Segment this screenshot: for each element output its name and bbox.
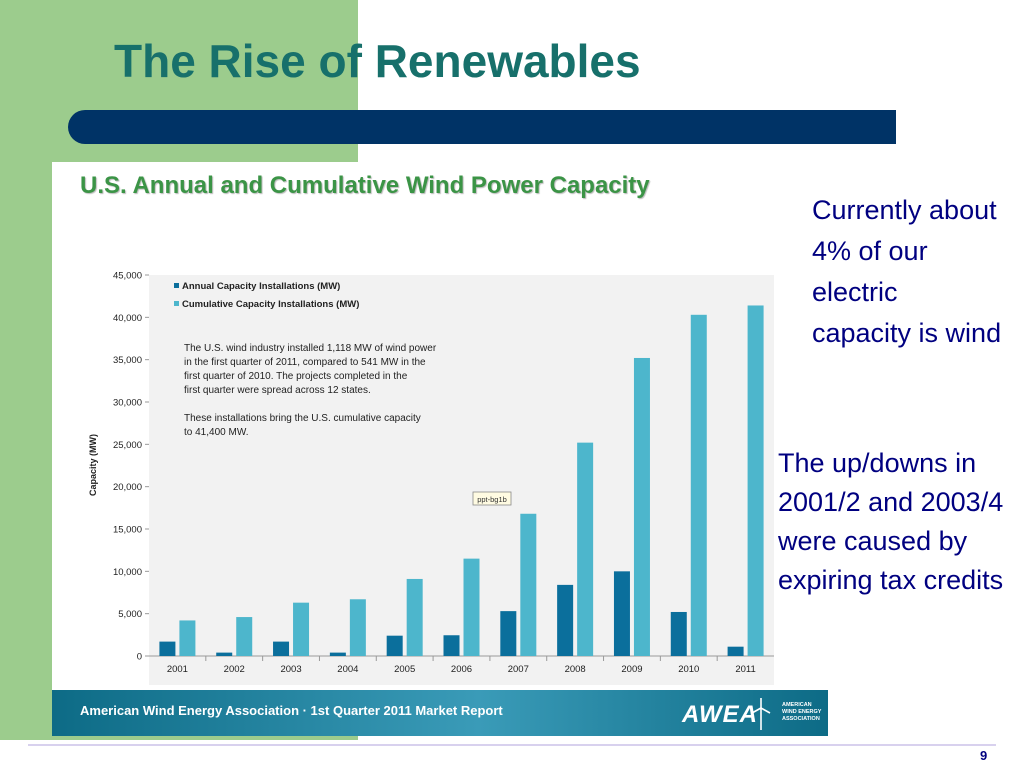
bar-cumulative — [349, 599, 366, 656]
bar-cumulative — [747, 305, 764, 656]
bar-annual — [386, 635, 403, 656]
y-tick-label: 35,000 — [113, 355, 142, 366]
wind-turbine-icon — [751, 698, 771, 730]
bar-annual — [273, 641, 290, 656]
bar-annual — [216, 652, 233, 656]
annotation-line: first quarter were spread across 12 stat… — [184, 385, 371, 396]
chart-footer-text: American Wind Energy Association · 1st Q… — [80, 703, 503, 718]
bar-annual — [500, 611, 517, 656]
bar-cumulative — [690, 314, 707, 656]
title-underline-bar — [68, 110, 896, 144]
chart-heading: U.S. Annual and Cumulative Wind Power Ca… — [80, 172, 650, 199]
x-axis: 2001 2002 2003 2004 2005 2006 2007 2008 2009 2010… — [167, 656, 756, 675]
stamp-box — [472, 491, 512, 506]
bar-annual — [613, 571, 630, 656]
y-tick-label: 25,000 — [113, 440, 142, 451]
y-axis: 0 5,000 10,000 15,000 20,000 25,000 30,000 35,0… — [113, 271, 149, 663]
bar-cumulative — [577, 442, 594, 656]
x-tick-label: 2003 — [280, 664, 301, 675]
bar-cumulative — [293, 602, 310, 656]
chart-annotation: The U.S. wind industry installed 1,118 M… — [184, 343, 437, 438]
x-tick-label: 2006 — [451, 664, 472, 675]
stamp-label: ppt-bg1b — [477, 495, 507, 504]
awea-logo: AWEA AMERICAN WIND ENERGY ASSOCIATION — [682, 697, 822, 731]
awea-tagline: AMERICAN WIND ENERGY ASSOCIATION — [782, 702, 822, 722]
plot-area-background — [149, 275, 774, 685]
y-tick-label: 40,000 — [113, 313, 142, 324]
y-tick-label: 30,000 — [113, 398, 142, 409]
bar-annual — [159, 641, 176, 656]
bar-cumulative — [520, 513, 537, 656]
chart-card: U.S. Annual and Cumulative Wind Power Ca… — [52, 162, 828, 736]
page-number: 9 — [980, 748, 988, 763]
x-tick-label: 2008 — [565, 664, 586, 675]
awea-wordmark: AWEA — [682, 701, 758, 728]
legend-swatch-annual — [174, 283, 179, 288]
y-tick-label: 45,000 — [113, 271, 142, 282]
y-tick-label: 5,000 — [118, 609, 142, 620]
bottom-divider — [28, 744, 996, 746]
y-axis-label: Capacity (MW) — [88, 434, 98, 496]
legend: Annual Capacity Installations (MW) Cumul… — [174, 281, 359, 310]
bar-cumulative — [633, 357, 650, 656]
x-tick-label: 2004 — [337, 664, 358, 675]
side-note-wind-share: Currently about 4% of our electric capac… — [812, 195, 1002, 348]
x-tick-label: 2010 — [678, 664, 699, 675]
x-tick-label: 2005 — [394, 664, 415, 675]
y-tick-label: 10,000 — [113, 567, 142, 578]
annotation-line: These installations bring the U.S. cumul… — [184, 413, 421, 424]
y-tick-label: 20,000 — [113, 482, 142, 493]
annotation-line: first quarter of 2010. The projects comp… — [184, 371, 408, 382]
slide-title: The Rise of Renewables — [114, 35, 641, 87]
x-tick-label: 2001 — [167, 664, 188, 675]
bar-annual — [443, 635, 460, 656]
bar-cumulative — [406, 578, 423, 656]
bar-cumulative — [236, 617, 253, 656]
bar-annual — [557, 584, 574, 656]
legend-label-annual: Annual Capacity Installations (MW) — [182, 281, 340, 292]
bar-annual — [727, 646, 744, 656]
side-note-tax-credits: The up/downs in 2001/2 and 2003/4 were c… — [778, 448, 1004, 595]
bar-annual — [670, 611, 687, 656]
annotation-line: to 41,400 MW. — [184, 427, 248, 438]
bar-annual — [329, 652, 346, 656]
x-tick-label: 2002 — [224, 664, 245, 675]
x-tick-label: 2009 — [621, 664, 642, 675]
capacity-bar-chart: 0 5,000 10,000 15,000 20,000 25,000 30,000 35,0… — [88, 271, 774, 685]
legend-swatch-cumulative — [174, 301, 179, 306]
bar-cumulative — [179, 620, 196, 656]
x-tick-label: 2011 — [735, 664, 755, 675]
bars — [159, 305, 764, 656]
bar-cumulative — [463, 558, 480, 656]
annotation-line: in the first quarter of 2011, compared t… — [184, 357, 426, 368]
y-tick-label: 15,000 — [113, 525, 142, 536]
y-tick-label: 0 — [137, 652, 142, 663]
legend-label-cumulative: Cumulative Capacity Installations (MW) — [182, 299, 359, 310]
annotation-line: The U.S. wind industry installed 1,118 M… — [184, 343, 437, 354]
x-tick-label: 2007 — [508, 664, 529, 675]
chart-footer-band: American Wind Energy Association · 1st Q… — [52, 690, 828, 736]
